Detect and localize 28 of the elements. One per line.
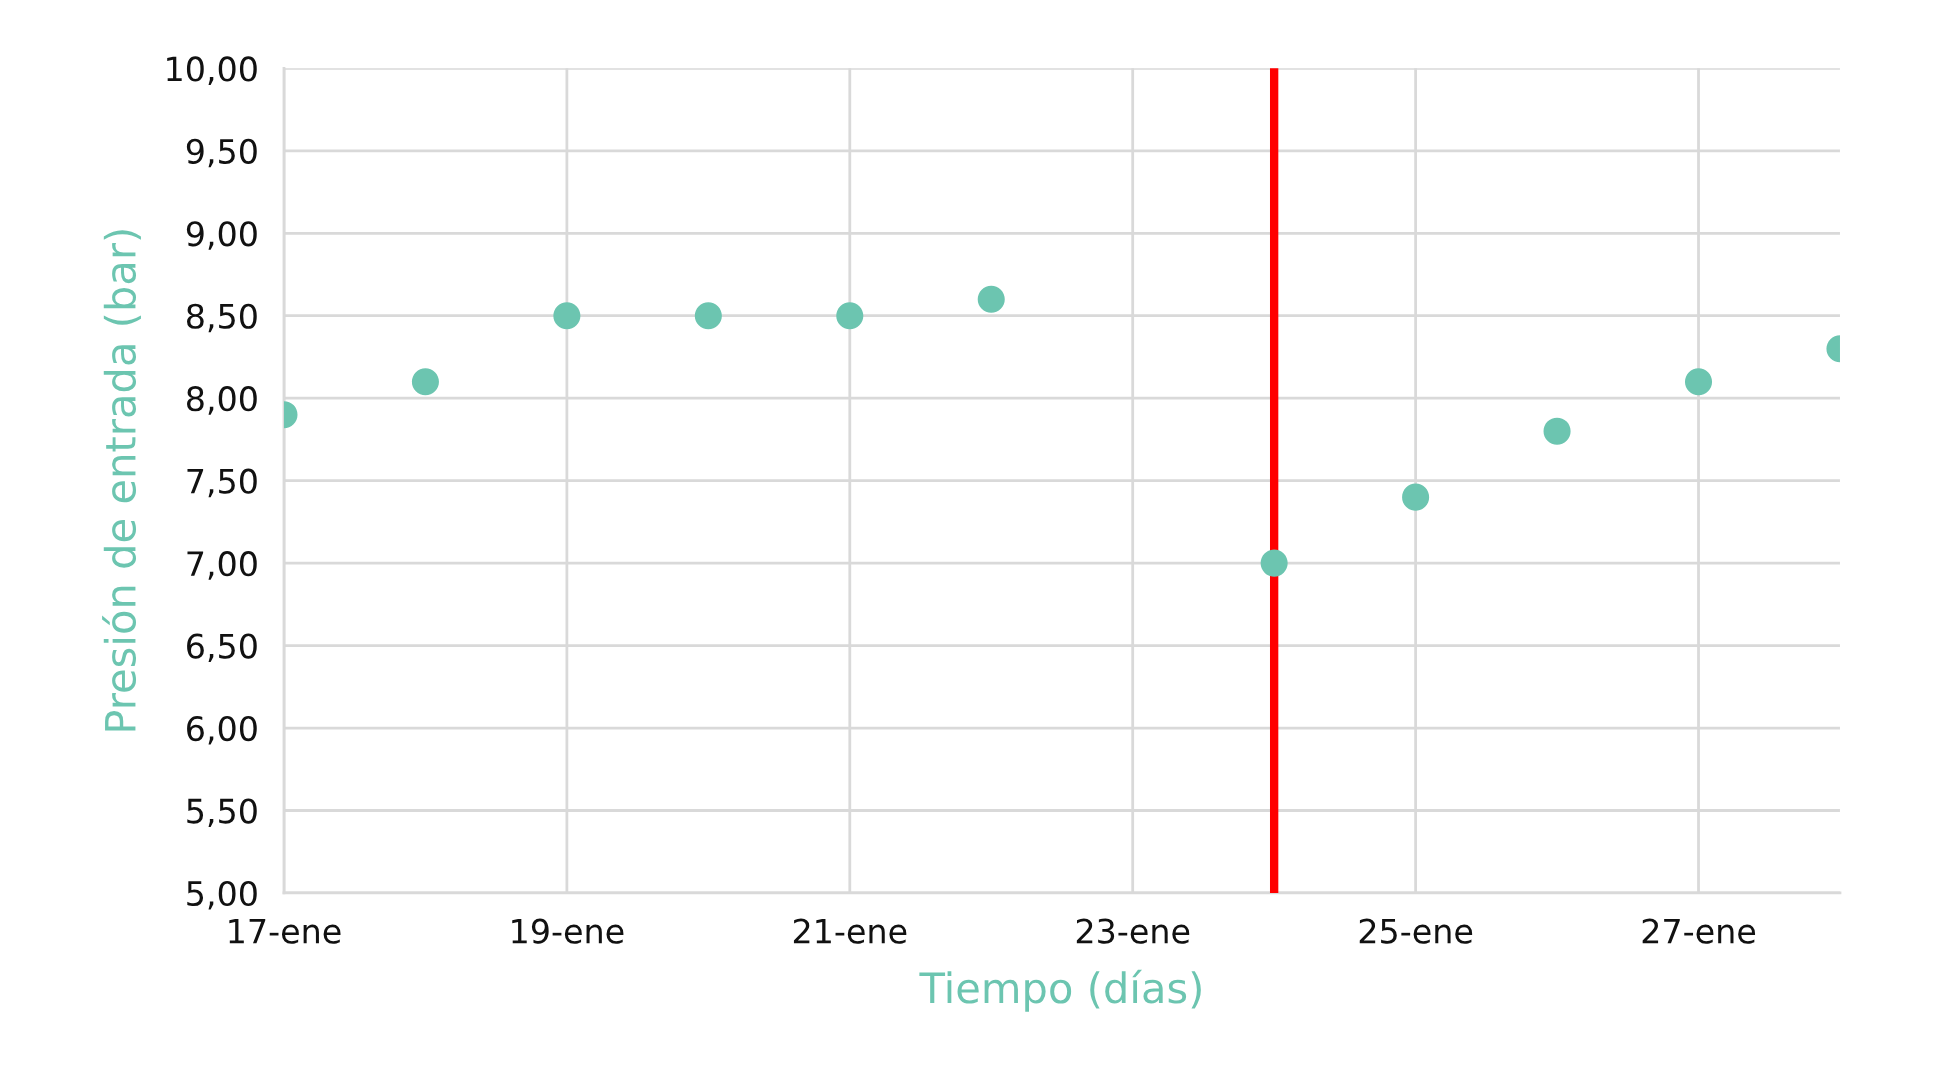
y-axis-title: Presión de entrada (bar): [102, 230, 141, 731]
point: [1260, 549, 1288, 577]
point: [411, 368, 439, 396]
y-tick-label: 9,50: [186, 138, 257, 168]
y-tick-label: 7,50: [187, 468, 257, 498]
x-axis-title: Tiempo (días): [919, 969, 1201, 1012]
x-tick-label: 23-ene: [1076, 918, 1190, 944]
point: [836, 302, 864, 330]
point: [1684, 368, 1713, 396]
y-tick-label: 8,50: [187, 303, 257, 333]
x-tick-label: 17-ene: [229, 918, 341, 944]
y-tick-label: 8,00: [187, 386, 257, 415]
point: [1543, 417, 1571, 445]
y-tick-label: 6,50: [187, 633, 257, 663]
y-tick-label: 6,00: [187, 715, 257, 745]
y-tick-label: 9,00: [186, 221, 257, 250]
y-tick-label: 10,00: [167, 56, 257, 85]
y-tick-label: 7,00: [187, 551, 257, 580]
point: [1402, 483, 1430, 511]
x-tick-label: 19-ene: [512, 918, 624, 944]
y-tick-label: 5,50: [187, 798, 257, 828]
point: [694, 302, 722, 330]
point: [977, 285, 1005, 313]
x-tick-label: 21-ene: [793, 918, 907, 944]
x-tick-label: 25-ene: [1359, 918, 1473, 944]
x-tick-label: 27-ene: [1642, 918, 1756, 944]
point: [553, 302, 581, 330]
y-tick-label: 5,00: [187, 880, 257, 910]
